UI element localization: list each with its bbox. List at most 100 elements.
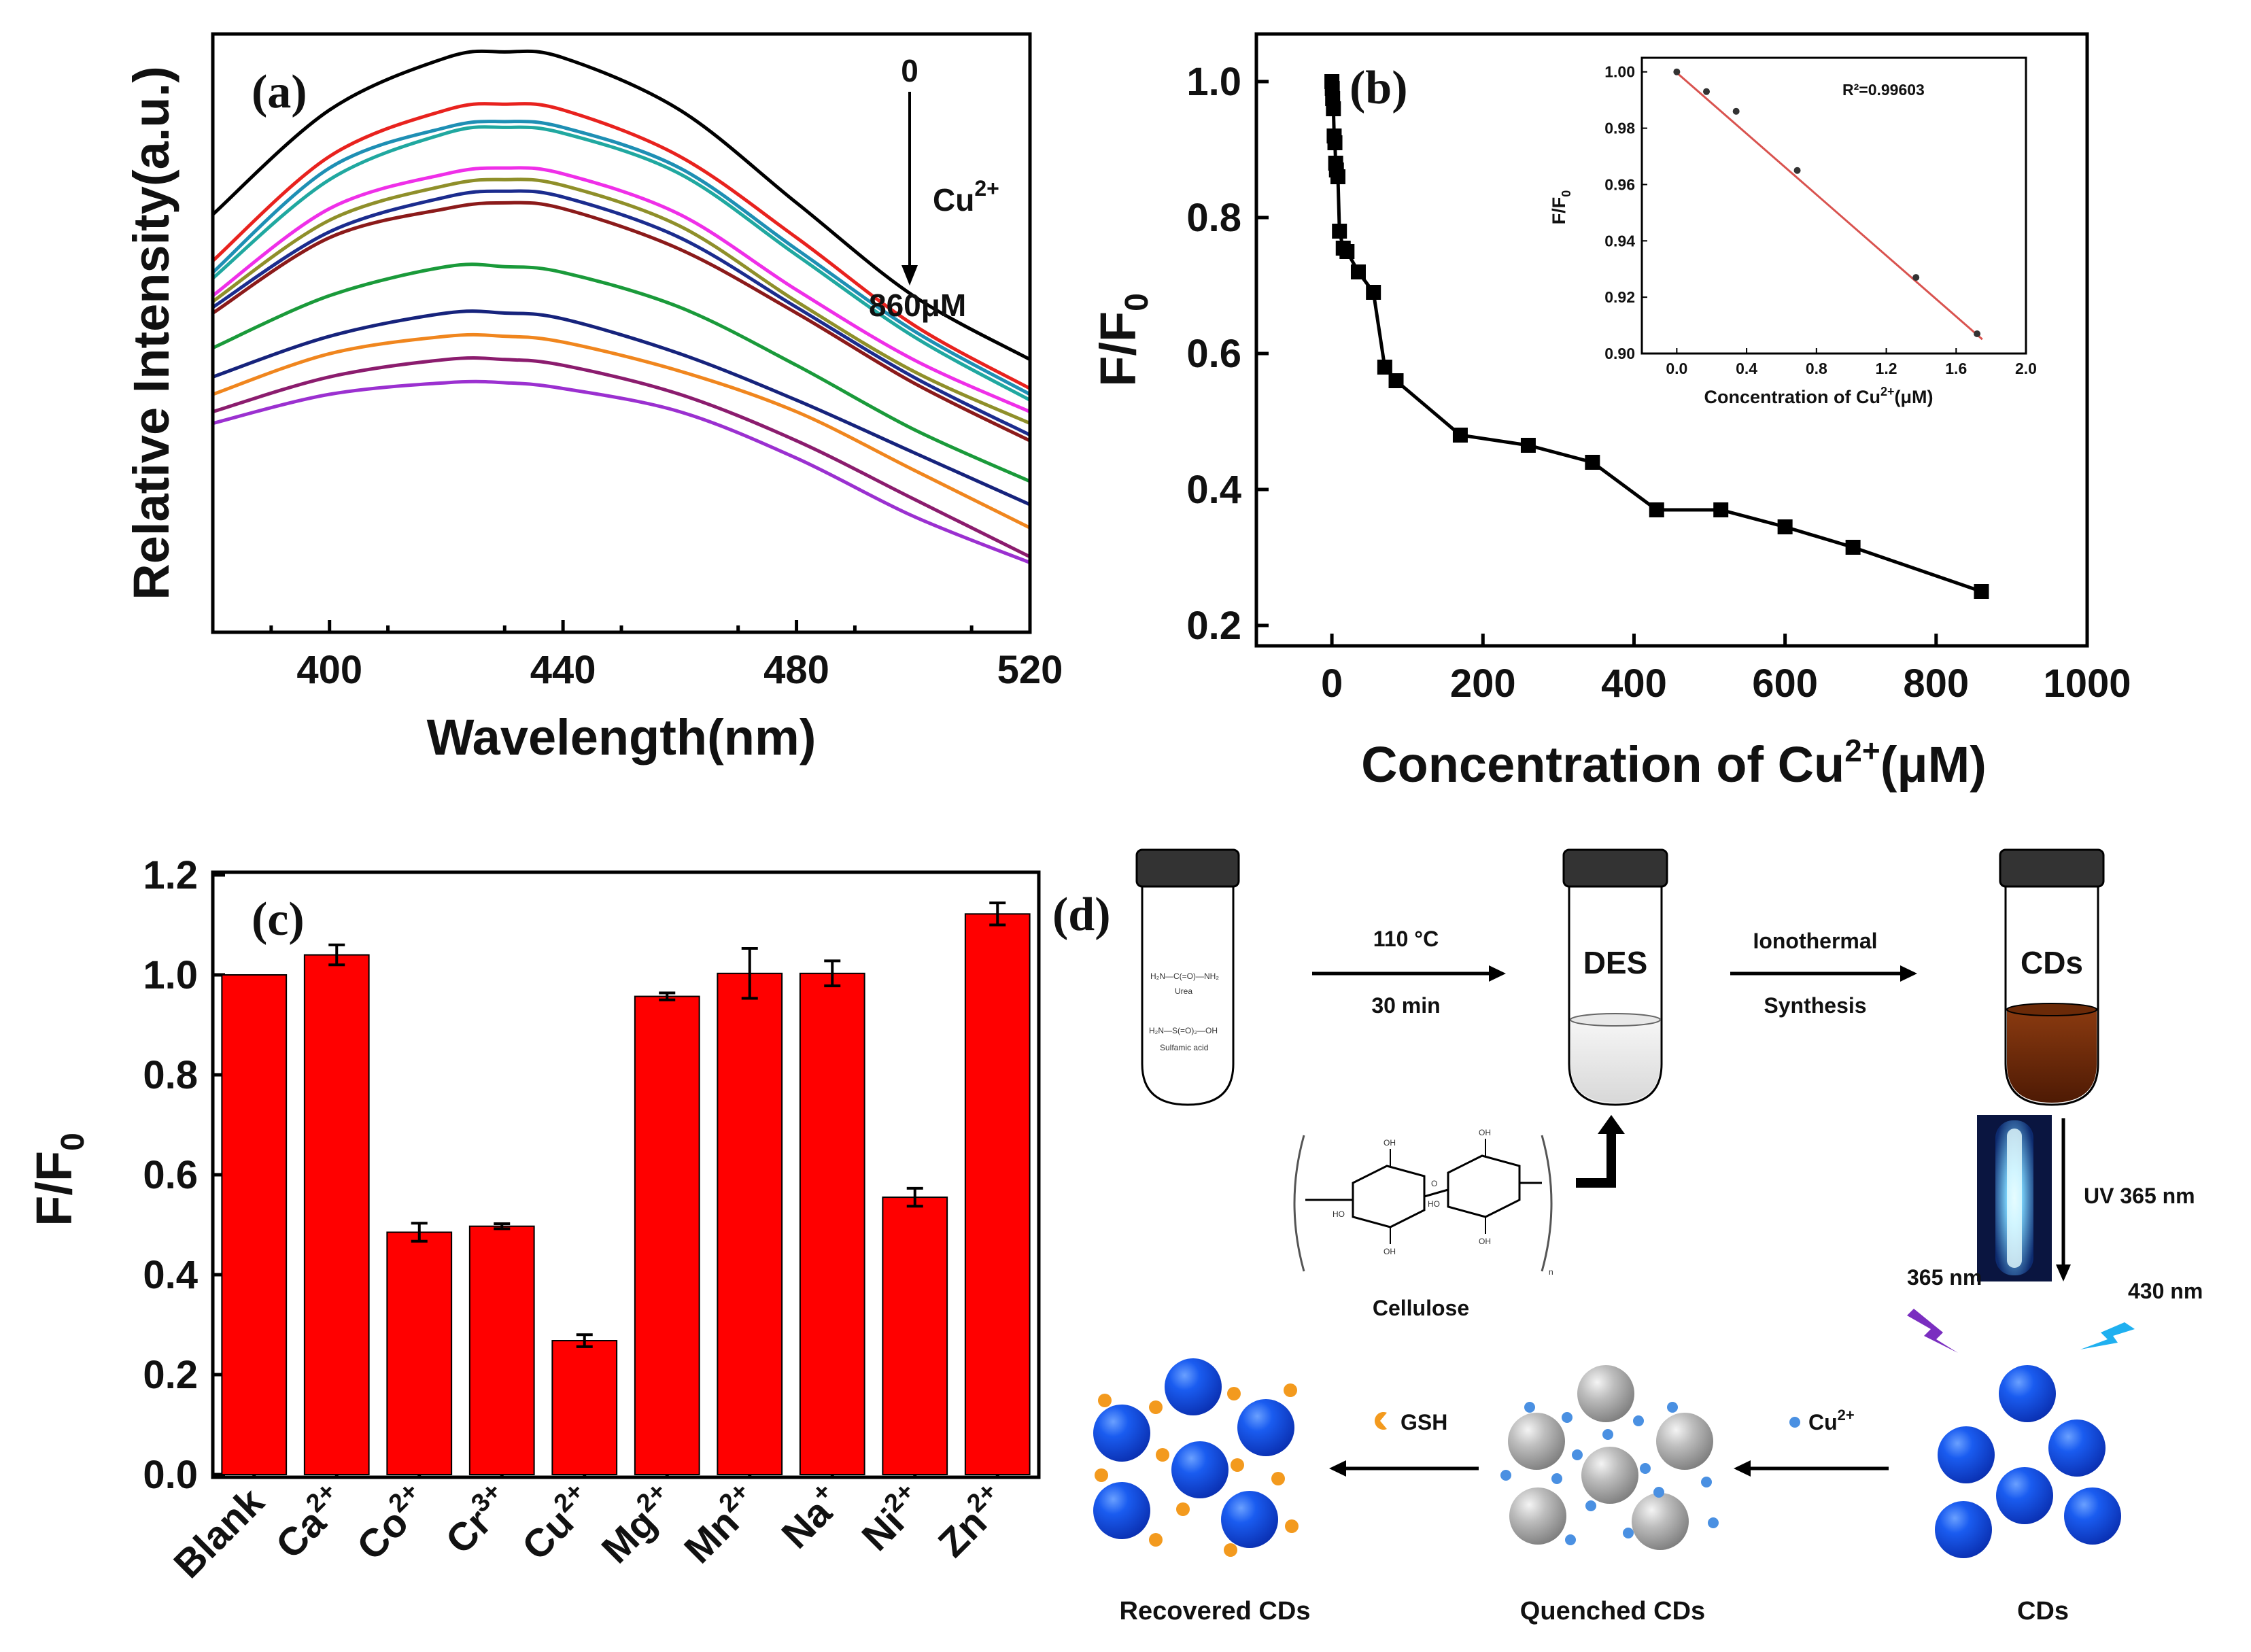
c-y-tick-label-0.4: 0.4 (143, 1253, 198, 1297)
panel-d-label: (d) (1052, 889, 1111, 941)
spectrum-line-4 (211, 125, 1031, 402)
inset-y-tick-label-0.96: 0.96 (1604, 175, 1635, 193)
panel-a-label: (a) (252, 66, 307, 118)
b-y-tick-label-0.6: 0.6 (1186, 332, 1241, 376)
b-point-20 (1649, 502, 1664, 517)
bar-co (386, 1231, 453, 1476)
elbow-arrow (1576, 1132, 1616, 1188)
b-point-4 (1326, 101, 1341, 116)
spectrum-line-13 (212, 379, 1031, 564)
bar-ca (303, 954, 370, 1475)
ho-label-1: HO (1333, 1209, 1345, 1219)
inset-point-5 (1912, 274, 1920, 281)
b-y-tick-label-0.8: 0.8 (1186, 196, 1241, 240)
arrow-step2-head (1900, 965, 1917, 982)
panel-a: 400 440 480 520 (a) Wavelength(nm) Relative… (123, 32, 1063, 765)
panel-d: (d) H₂N—C(=O)—NH₂ Urea H₂N—S(=O)₂—OH Sul… (1052, 848, 2203, 1625)
c-y-tick-label-1.2: 1.2 (143, 853, 198, 897)
panel-b-series (1324, 74, 1989, 599)
b-y-tick-label-1: 1.0 (1186, 60, 1241, 104)
cds-vial-label: CDs (2021, 945, 2083, 980)
inset-fit-line (1676, 71, 1983, 341)
c-y-tick-label-0: 0.0 (143, 1453, 198, 1497)
panel-b-label: (b) (1350, 62, 1408, 114)
b-point-15 (1377, 360, 1392, 375)
c-y-tick-label-0.8: 0.8 (143, 1053, 198, 1097)
c-y-tick-label-0.2: 0.2 (143, 1353, 198, 1397)
c-x-tick-label-zn: Zn2+ (927, 1477, 1016, 1566)
inset-frame (1640, 56, 2027, 355)
emission-bolt (2080, 1322, 2135, 1349)
b-point-16 (1388, 373, 1404, 388)
inset-ticks: 0.0 0.4 0.8 1.2 1.6 2.0 0.90 0.92 0.94 0.96 0.98 1.… (1604, 63, 2037, 377)
b-x-tick-label-200: 200 (1450, 661, 1516, 706)
bar-cr (468, 1225, 535, 1475)
recovered-label: Recovered CDs (1120, 1597, 1311, 1625)
inset-x-tick-label-0: 0.0 (1666, 360, 1687, 377)
b-point-22 (1777, 519, 1793, 534)
spectrum-line-11 (212, 332, 1031, 530)
inset-x-tick-label-1.6: 1.6 (1945, 360, 1967, 377)
inset-y-tick-label-1: 1.00 (1604, 63, 1635, 81)
cds-label: CDs (2017, 1597, 2069, 1625)
panel-a-ticks: 400 440 480 520 (269, 620, 1063, 692)
b-point-12 (1339, 244, 1355, 259)
inset-ylabel: F/F0 (1549, 190, 1573, 225)
panel-b-frame (1254, 32, 2089, 648)
inset-series (1673, 68, 1983, 341)
panel-a-spectra (211, 49, 1031, 564)
inset-point-3 (1732, 107, 1740, 115)
c-x-tick-label-ca: Ca2+ (265, 1477, 356, 1568)
b-y-tick-label-0.2: 0.2 (1186, 604, 1241, 648)
c-x-tick-label-cu: Cu2+ (511, 1477, 603, 1569)
vial-des: DES (1562, 848, 1668, 1106)
spectrum-line-10 (212, 309, 1031, 506)
vial-cds: CDs (1999, 848, 2105, 1106)
inset-x-tick-label-0.4: 0.4 (1736, 360, 1757, 377)
c-x-tick-label-co: Co2+ (346, 1477, 438, 1569)
inset-point-4 (1793, 167, 1801, 174)
b-x-tick-label-1000: 1000 (2043, 661, 2131, 706)
c-y-tick-label-0.6: 0.6 (143, 1153, 198, 1197)
urea-label: Urea (1175, 986, 1192, 996)
bar-ni (882, 1197, 948, 1475)
panel-c-bars (221, 901, 1031, 1476)
spectrum-line-12 (212, 356, 1031, 559)
x-tick-label-520: 520 (997, 648, 1063, 692)
gsh-legend: GSH (1401, 1410, 1447, 1434)
step1-temperature: 110 °C (1373, 927, 1439, 951)
bar-na (799, 972, 865, 1476)
step2-bottom: Synthesis (1764, 993, 1866, 1018)
panel-c: 0.00.20.40.60.81.01.2BlankCa2+Co2+Cr3+Cu… (26, 853, 1041, 1587)
panel-c-ylabel: F/F0 (26, 1133, 91, 1226)
sulfamic-structure-text: H₂N—S(=O)₂—OH (1149, 1026, 1218, 1035)
b-point-19 (1585, 455, 1600, 470)
panel-a-xlabel: Wavelength(nm) (427, 709, 817, 765)
panel-a-ylabel: Relative Intensity(a.u.) (123, 66, 179, 600)
cellulose-label: Cellulose (1373, 1296, 1469, 1320)
quenched-cluster (1500, 1365, 1719, 1550)
b-point-24 (1974, 584, 1989, 599)
step1-time: 30 min (1371, 993, 1440, 1018)
panel-b-ylabel: F/F0 (1090, 293, 1155, 387)
uv-lamp (1977, 1115, 2052, 1281)
c-x-tick-label-mg: Mg2+ (591, 1477, 685, 1572)
bar-cu (551, 1340, 618, 1476)
oh-label-1: OH (1384, 1138, 1396, 1148)
b-point-13 (1350, 264, 1366, 279)
spectrum-line-2 (211, 102, 1031, 390)
inset-y-tick-label-0.9: 0.90 (1604, 345, 1635, 362)
annotation-ion: Cu2+ (933, 176, 999, 218)
b-x-tick-label-600: 600 (1752, 661, 1818, 706)
panel-c-label: (c) (252, 893, 305, 946)
inset-x-tick-label-0.8: 0.8 (1806, 360, 1827, 377)
spectrum-line-8 (211, 201, 1031, 443)
b-point-6 (1327, 135, 1343, 150)
oh-label-2: OH (1479, 1128, 1491, 1137)
urea-structure-text: H₂N—C(=O)—NH₂ (1150, 971, 1219, 981)
bar-blank (221, 974, 288, 1475)
c-x-tick-label-ni: Ni2+ (851, 1477, 933, 1560)
cu-legend-dot (1789, 1417, 1800, 1428)
spectrum-line-9 (211, 262, 1031, 483)
oh-label-4: OH (1479, 1237, 1491, 1246)
